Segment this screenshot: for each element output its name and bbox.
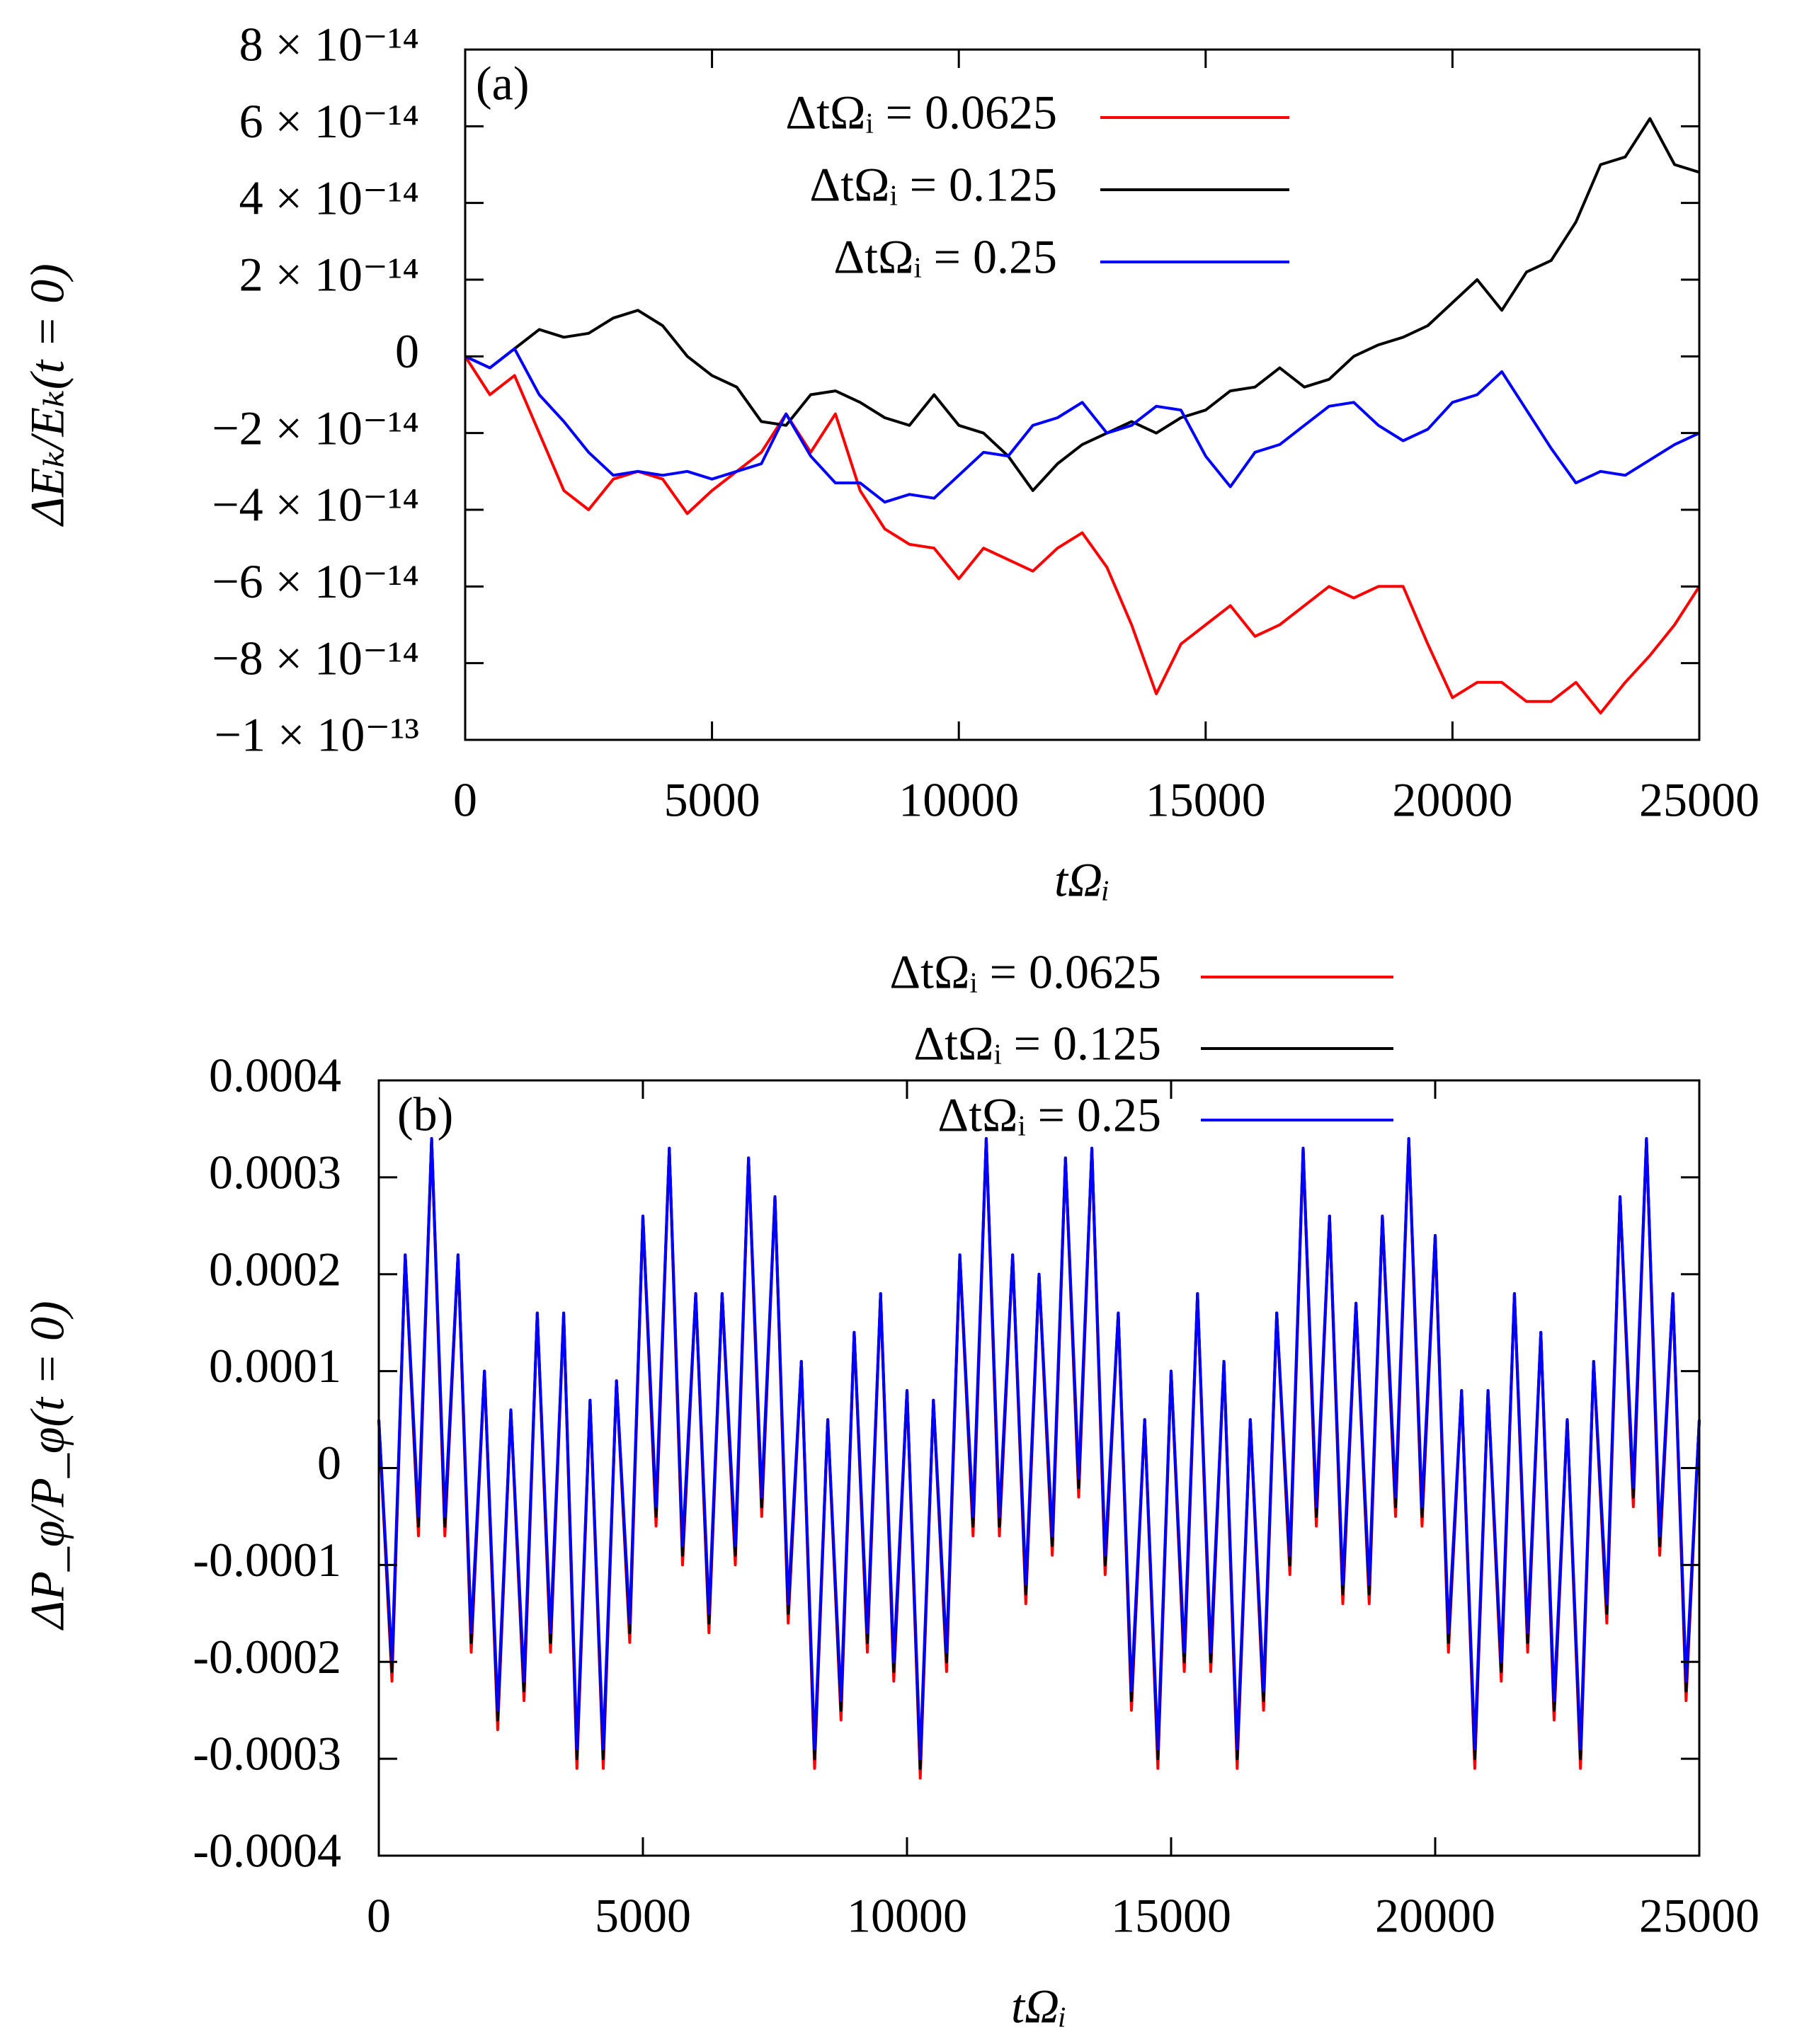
x-tick-label: 0 [453,773,477,827]
legend-label: ΔtΩᵢ = 0.125 [809,158,1057,212]
y-tick-label: -0.0001 [193,1533,341,1587]
x-tick-label: 25000 [1639,773,1759,827]
y-tick-label: -0.0004 [193,1824,341,1878]
x-tick-label: 5000 [664,773,760,827]
y-tick-label: −4 × 10⁻¹⁴ [212,478,419,532]
y-tick-label: 2 × 10⁻¹⁴ [239,248,419,302]
x-axis-label: tΩᵢ [1054,853,1110,907]
y-tick-label: −1 × 10⁻¹³ [215,708,419,762]
data-line [464,347,1700,504]
panel-label: (b) [397,1087,453,1141]
y-tick-label: −6 × 10⁻¹⁴ [212,554,419,608]
y-tick-label: 0.0001 [209,1339,341,1393]
x-tick-label: 15000 [1146,773,1266,827]
y-tick-label: -0.0003 [193,1727,341,1781]
y-tick-label: −8 × 10⁻¹⁴ [212,631,419,685]
panel: −1 × 10⁻¹³ −8 × 10⁻¹⁴ −6 × 10⁻¹⁴ −4 × 10⁻¹⁴… [21,18,1759,907]
y-tick-label: 8 × 10⁻¹⁴ [239,18,419,72]
x-tick-label: 5000 [595,1889,691,1943]
legend-label: ΔtΩᵢ = 0.0625 [785,86,1057,139]
x-tick-label: 20000 [1375,1889,1495,1943]
data-line [377,1137,1701,1780]
x-tick-label: 0 [367,1889,391,1943]
y-tick-label: 0.0003 [209,1145,341,1199]
y-axis-label: ΔEₖ/Eₖ(t = 0) [21,263,74,527]
legend-label: ΔtΩᵢ = 0.125 [913,1017,1161,1070]
y-tick-label: 4 × 10⁻¹⁴ [239,171,419,224]
plot-frame [464,48,1701,741]
y-tick-label: 0.0004 [209,1049,341,1102]
y-tick-label: −2 × 10⁻¹⁴ [212,401,419,455]
y-axis-label: ΔP_φ/P_φ(t = 0) [21,1301,74,1631]
x-tick-label: 25000 [1639,1889,1759,1943]
legend-label: ΔtΩᵢ = 0.0625 [889,945,1161,999]
y-tick-label: 0 [395,324,419,378]
data-line [464,117,1700,492]
x-axis-label: tΩᵢ [1011,1980,1067,2033]
data-line [464,355,1701,715]
x-tick-label: 10000 [898,773,1019,827]
y-tick-label: 0.0002 [209,1242,341,1296]
y-tick-label: 0 [317,1436,341,1490]
y-tick-label: 6 × 10⁻¹⁴ [239,94,419,148]
data-line [377,1137,1701,1761]
legend-label: ΔtΩᵢ = 0.25 [833,230,1057,284]
panel: -0.0004 -0.0003 -0.0002 -0.0001 0 0.0001 0.000… [21,945,1759,2033]
legend-label: ΔtΩᵢ = 0.25 [937,1088,1161,1142]
x-tick-label: 15000 [1111,1889,1231,1943]
y-tick-label: -0.0002 [193,1630,341,1684]
x-tick-label: 20000 [1392,773,1512,827]
panel-label: (a) [476,57,529,110]
x-tick-label: 10000 [847,1889,967,1943]
